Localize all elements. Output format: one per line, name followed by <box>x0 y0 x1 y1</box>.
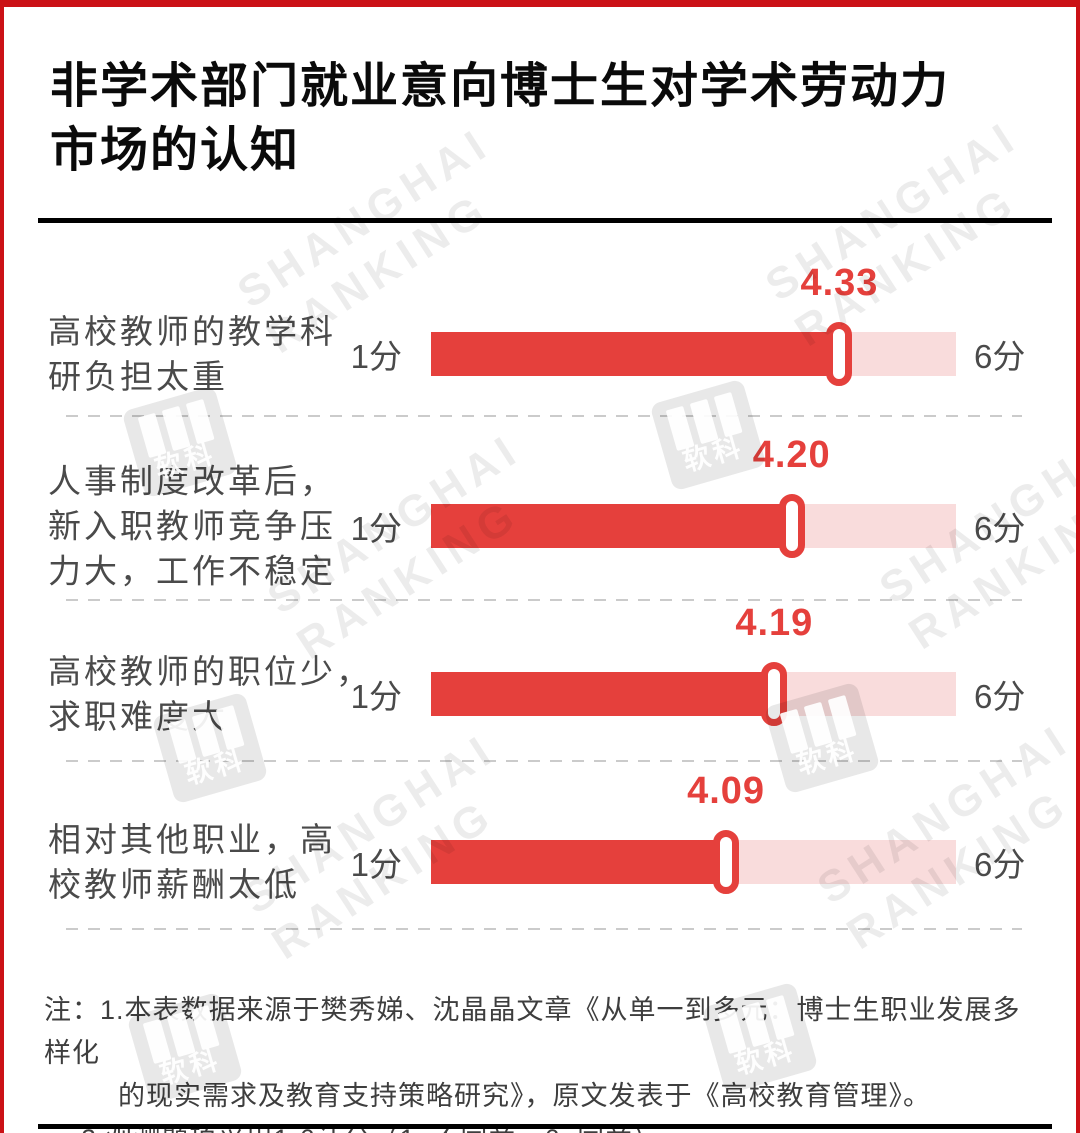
value-label: 4.33 <box>800 262 879 304</box>
slider-fill <box>431 504 792 548</box>
value-label: 4.09 <box>687 770 766 812</box>
slider-track: 4.20 <box>431 434 956 558</box>
chart-row: 高校教师的教学科 研负担太重 1分 4.33 6分 <box>4 260 1076 420</box>
footnote-line: 的现实需求及教育支持策略研究》，原文发表于《高校教育管理》。 <box>118 1081 931 1111</box>
scale-max-label: 6分 <box>974 678 1026 715</box>
slider-fill <box>431 672 775 716</box>
slider-fill <box>431 332 840 376</box>
slider-track: 4.09 <box>431 770 956 894</box>
title-divider-rule <box>38 218 1052 223</box>
scale-min-label: 1分 <box>350 678 402 715</box>
bottom-rule <box>38 1124 1052 1129</box>
scale-max-label: 6分 <box>974 846 1026 883</box>
chart-title: 非学术部门就业意向博士生对学术劳动力 市场的认知 <box>50 60 951 177</box>
slider-handle <box>778 494 805 558</box>
row-divider <box>66 415 1022 417</box>
scale-min-label: 1分 <box>350 338 402 375</box>
value-label: 4.20 <box>752 434 831 476</box>
row-label: 相对其他职业，高 校教师薪酬太低 <box>48 821 336 903</box>
chart-row: 相对其他职业，高 校教师薪酬太低 1分 4.09 6分 <box>4 768 1076 928</box>
row-label: 高校教师的教学科 研负担太重 <box>48 313 336 395</box>
scale-min-label: 1分 <box>350 846 402 883</box>
slider-handle <box>826 322 853 386</box>
row-label: 人事制度改革后， 新入职教师竞争压 力大，工作不稳定 <box>48 462 336 590</box>
footnote-line: 注：1.本表数据来源于樊秀娣、沈晶晶文章《从单一到多元：博士生职业发展多样化 <box>44 995 1021 1068</box>
slider-track: 4.19 <box>431 602 956 726</box>
row-divider <box>66 928 1022 930</box>
value-label: 4.19 <box>735 602 814 644</box>
slider-handle <box>713 830 740 894</box>
row-divider <box>66 760 1022 762</box>
slider-handle <box>761 662 788 726</box>
slider-fill <box>431 840 727 884</box>
footnotes: 注：1.本表数据来源于樊秀娣、沈晶晶文章《从单一到多元：博士生职业发展多样化 的… <box>44 989 1044 1133</box>
scale-max-label: 6分 <box>974 510 1026 547</box>
slider-track: 4.33 <box>431 262 956 386</box>
chart-row: 人事制度改革后， 新入职教师竞争压 力大，工作不稳定 1分 4.20 6分 <box>4 432 1076 592</box>
scale-max-label: 6分 <box>974 338 1026 375</box>
row-divider <box>66 599 1022 601</box>
chart-row: 高校教师的职位少， 求职难度大 1分 4.19 6分 <box>4 600 1076 760</box>
scale-min-label: 1分 <box>350 510 402 547</box>
